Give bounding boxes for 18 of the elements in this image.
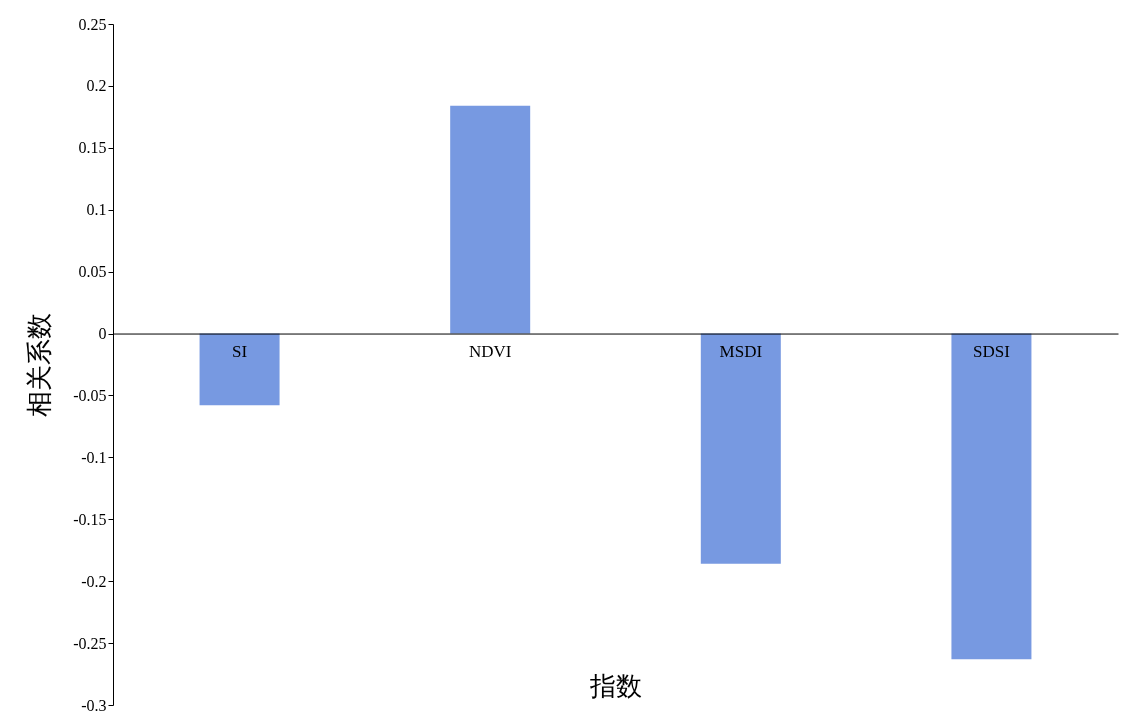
y-tick-label: 0.1 <box>86 201 107 219</box>
x-axis-title: 指数 <box>589 671 642 701</box>
y-tick-label: 0.25 <box>78 15 107 33</box>
y-tick-label: -0.2 <box>81 572 107 590</box>
x-tick-label: NDVI <box>468 342 512 362</box>
y-tick-label: -0.05 <box>73 386 107 404</box>
x-tick-label: SI <box>232 342 248 362</box>
y-tick-label: 0 <box>98 325 107 343</box>
y-tick-label: -0.25 <box>73 634 107 652</box>
y-tick-label: 0.2 <box>86 77 107 95</box>
y-tick-label: -0.3 <box>81 696 107 714</box>
x-tick-label: MSDI <box>719 342 763 362</box>
y-tick-label: -0.15 <box>73 510 107 528</box>
y-tick-label: -0.1 <box>81 448 107 466</box>
y-tick-label: 0.05 <box>78 263 107 281</box>
y-tick-label: 0.15 <box>78 139 107 157</box>
y-axis-title: 相关系数 <box>25 313 55 417</box>
x-tick-label: SDSI <box>973 342 1011 362</box>
